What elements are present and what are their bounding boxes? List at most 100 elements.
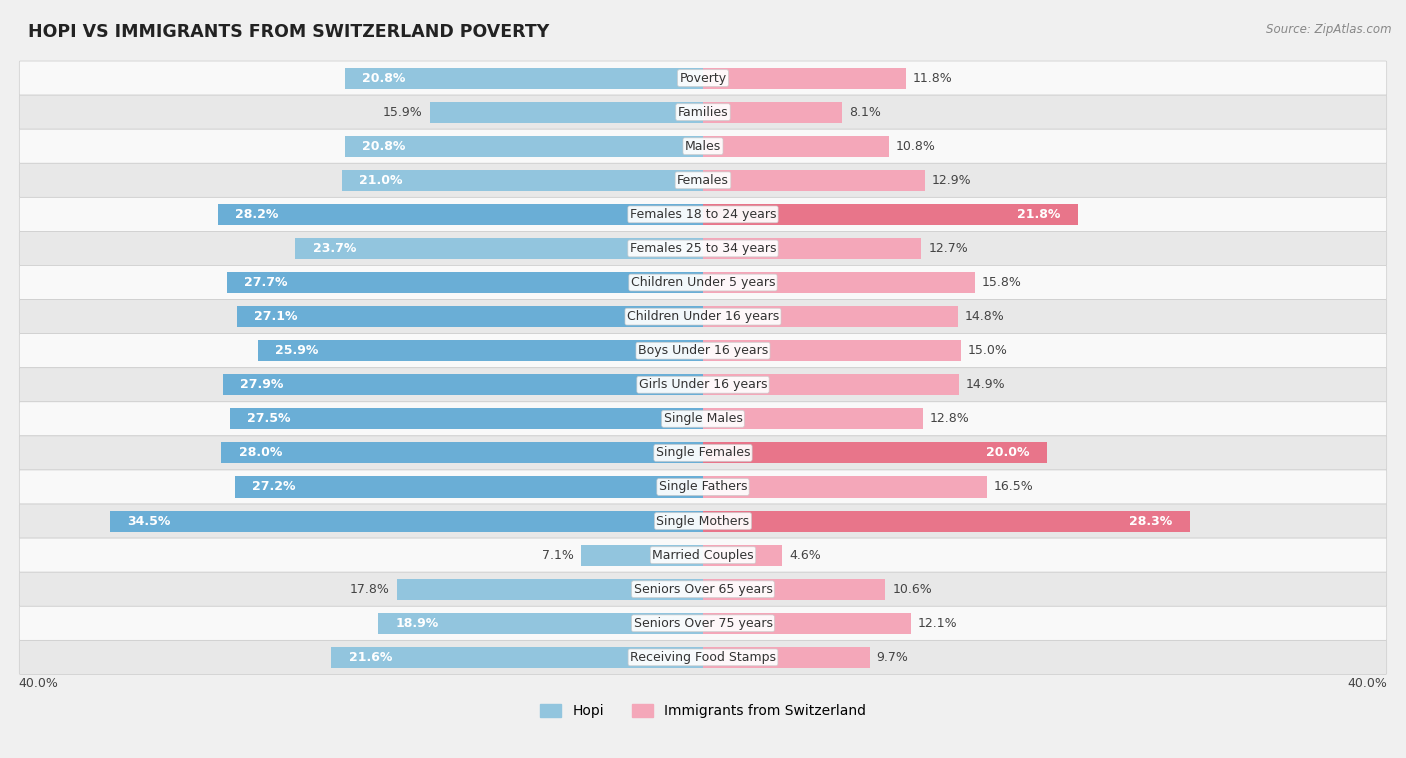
Text: Females 18 to 24 years: Females 18 to 24 years (630, 208, 776, 221)
Bar (396, 578, 703, 600)
Text: 18.9%: 18.9% (395, 617, 439, 630)
Text: Single Mothers: Single Mothers (657, 515, 749, 528)
FancyBboxPatch shape (20, 606, 1386, 641)
Bar (703, 136, 889, 157)
Text: 15.8%: 15.8% (981, 276, 1022, 289)
FancyBboxPatch shape (20, 436, 1386, 470)
Text: 28.3%: 28.3% (1129, 515, 1173, 528)
Text: 9.7%: 9.7% (877, 651, 908, 664)
Text: Families: Families (678, 105, 728, 119)
FancyBboxPatch shape (20, 368, 1386, 402)
Text: 27.5%: 27.5% (247, 412, 291, 425)
Text: 4.6%: 4.6% (789, 549, 821, 562)
FancyBboxPatch shape (20, 61, 1386, 95)
Text: Single Females: Single Females (655, 446, 751, 459)
Text: 20.8%: 20.8% (363, 139, 406, 152)
Text: 20.8%: 20.8% (363, 71, 406, 85)
Text: 7.1%: 7.1% (543, 549, 574, 562)
Text: 10.8%: 10.8% (896, 139, 935, 152)
Bar (231, 409, 703, 430)
FancyBboxPatch shape (20, 470, 1386, 504)
Bar (703, 544, 782, 565)
FancyBboxPatch shape (20, 504, 1386, 538)
FancyBboxPatch shape (20, 265, 1386, 299)
Text: 27.9%: 27.9% (240, 378, 284, 391)
Bar (703, 340, 960, 362)
Bar (346, 136, 703, 157)
Text: 15.0%: 15.0% (967, 344, 1008, 357)
FancyBboxPatch shape (20, 197, 1386, 231)
FancyBboxPatch shape (20, 299, 1386, 334)
Text: Source: ZipAtlas.com: Source: ZipAtlas.com (1267, 23, 1392, 36)
Bar (218, 204, 703, 225)
Text: Poverty: Poverty (679, 71, 727, 85)
FancyBboxPatch shape (20, 163, 1386, 197)
Text: 12.9%: 12.9% (932, 174, 972, 186)
Text: 34.5%: 34.5% (127, 515, 170, 528)
Text: 16.5%: 16.5% (994, 481, 1033, 493)
Text: Boys Under 16 years: Boys Under 16 years (638, 344, 768, 357)
Bar (703, 67, 905, 89)
Text: Married Couples: Married Couples (652, 549, 754, 562)
Text: 14.8%: 14.8% (965, 310, 1004, 323)
Bar (110, 510, 703, 531)
Text: 12.7%: 12.7% (928, 242, 969, 255)
Text: 21.0%: 21.0% (359, 174, 402, 186)
Bar (703, 170, 925, 191)
Text: 11.8%: 11.8% (912, 71, 953, 85)
Bar (703, 443, 1047, 463)
Text: 40.0%: 40.0% (18, 678, 58, 691)
Text: 20.0%: 20.0% (986, 446, 1029, 459)
Bar (226, 272, 703, 293)
Text: Seniors Over 75 years: Seniors Over 75 years (634, 617, 772, 630)
FancyBboxPatch shape (20, 231, 1386, 265)
Text: 28.0%: 28.0% (239, 446, 283, 459)
Bar (295, 238, 703, 259)
Text: Receiving Food Stamps: Receiving Food Stamps (630, 651, 776, 664)
Bar (224, 374, 703, 396)
Text: Single Males: Single Males (664, 412, 742, 425)
Text: Males: Males (685, 139, 721, 152)
Bar (429, 102, 703, 123)
FancyBboxPatch shape (20, 572, 1386, 606)
Text: 23.7%: 23.7% (312, 242, 356, 255)
Text: 14.9%: 14.9% (966, 378, 1005, 391)
Bar (332, 647, 703, 668)
Bar (346, 67, 703, 89)
Bar (257, 340, 703, 362)
Text: 27.1%: 27.1% (254, 310, 298, 323)
Text: 12.8%: 12.8% (929, 412, 970, 425)
FancyBboxPatch shape (20, 95, 1386, 129)
Text: 25.9%: 25.9% (274, 344, 318, 357)
Bar (236, 306, 703, 327)
Text: Seniors Over 65 years: Seniors Over 65 years (634, 583, 772, 596)
Text: 15.9%: 15.9% (382, 105, 423, 119)
Bar (703, 647, 870, 668)
FancyBboxPatch shape (20, 538, 1386, 572)
Text: Females: Females (678, 174, 728, 186)
Text: 21.6%: 21.6% (349, 651, 392, 664)
Text: HOPI VS IMMIGRANTS FROM SWITZERLAND POVERTY: HOPI VS IMMIGRANTS FROM SWITZERLAND POVE… (28, 23, 550, 41)
Text: Children Under 16 years: Children Under 16 years (627, 310, 779, 323)
Text: 8.1%: 8.1% (849, 105, 882, 119)
Bar (581, 544, 703, 565)
Text: 40.0%: 40.0% (1348, 678, 1388, 691)
Bar (342, 170, 703, 191)
Bar (703, 306, 957, 327)
Bar (703, 238, 921, 259)
Bar (378, 612, 703, 634)
Bar (703, 510, 1189, 531)
Bar (235, 477, 703, 497)
Bar (703, 374, 959, 396)
Text: Girls Under 16 years: Girls Under 16 years (638, 378, 768, 391)
Text: 27.7%: 27.7% (243, 276, 287, 289)
Text: 12.1%: 12.1% (918, 617, 957, 630)
Bar (221, 443, 703, 463)
Bar (703, 102, 842, 123)
FancyBboxPatch shape (20, 334, 1386, 368)
Text: Children Under 5 years: Children Under 5 years (631, 276, 775, 289)
Text: 10.6%: 10.6% (893, 583, 932, 596)
FancyBboxPatch shape (20, 402, 1386, 436)
Text: Females 25 to 34 years: Females 25 to 34 years (630, 242, 776, 255)
Text: Single Fathers: Single Fathers (659, 481, 747, 493)
